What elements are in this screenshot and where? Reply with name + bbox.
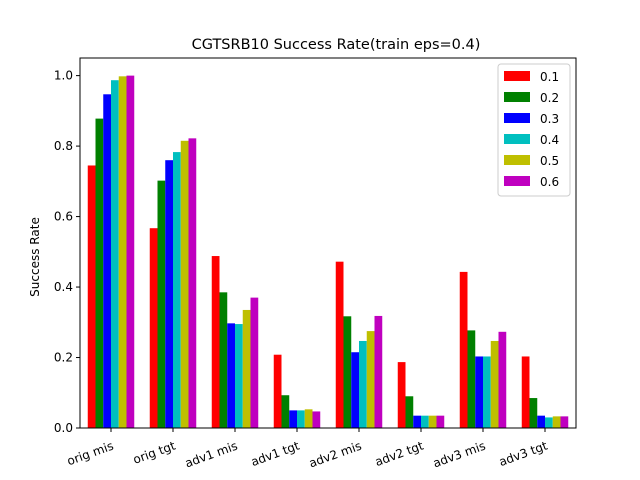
bar-0.4-adv3-tgt: [545, 417, 553, 428]
bar-0.4-orig-tgt: [173, 152, 181, 429]
bar-0.6-adv3-tgt: [560, 416, 569, 428]
plot-frame: [79, 57, 577, 429]
bar-0.5-adv2-tgt: [428, 415, 437, 428]
bar-0.1-adv2-tgt: [397, 362, 406, 428]
bar-0.5-orig-tgt: [180, 140, 189, 429]
bar-0.6-adv1-mis: [250, 297, 259, 428]
legend-swatch-0.4: [504, 134, 530, 144]
bar-0.3-orig-mis: [103, 94, 111, 429]
bar-0.6-adv2-mis: [374, 315, 383, 428]
bar-0.2-adv3-mis: [467, 330, 476, 428]
legend-label-0.3: 0.3: [540, 112, 559, 126]
bar-0.2-adv2-tgt: [405, 396, 414, 428]
bar-0.1-adv1-mis: [211, 256, 220, 428]
bar-0.4-adv2-tgt: [421, 415, 429, 428]
bar-0.5-adv3-tgt: [552, 416, 561, 428]
bar-0.5-adv1-mis: [242, 309, 251, 428]
bar-0.1-adv3-mis: [459, 271, 468, 428]
legend: 0.1 0.2 0.3 0.4 0.5 0.6: [497, 63, 571, 197]
bar-0.1-adv3-tgt: [521, 356, 530, 428]
bar-0.3-adv3-tgt: [537, 415, 545, 428]
bar-0.1-adv2-mis: [335, 261, 344, 428]
legend-swatch-0.2: [504, 92, 530, 102]
bar-0.3-adv3-mis: [475, 356, 483, 428]
bar-0.4-orig-mis: [111, 80, 119, 428]
legend-label-0.1: 0.1: [540, 70, 559, 84]
bar-0.3-orig-tgt: [165, 160, 173, 428]
y-tick-label: 0.0: [54, 421, 73, 435]
chart-title: CGTSRB10 Success Rate(train eps=0.4): [192, 37, 481, 53]
legend-swatch-0.5: [504, 155, 530, 165]
bar-0.6-orig-tgt: [188, 138, 197, 429]
bar-0.6-orig-mis: [126, 75, 135, 428]
y-tick-label: 0.6: [54, 210, 73, 224]
bar-0.5-adv3-mis: [490, 340, 499, 428]
bar-0.2-adv1-mis: [219, 292, 228, 428]
y-tick-label: 1.0: [54, 69, 73, 83]
bar-0.4-adv1-tgt: [297, 410, 305, 428]
bar-0.5-adv2-mis: [366, 331, 375, 428]
legend-label-0.6: 0.6: [540, 175, 559, 189]
bar-0.4-adv2-mis: [359, 340, 367, 428]
bar-0.3-adv1-mis: [227, 323, 235, 428]
bar-0.2-orig-mis: [95, 118, 104, 428]
y-axis-label: Success Rate: [28, 217, 42, 297]
bar-0.2-orig-tgt: [157, 180, 166, 428]
bar-0.1-adv1-tgt: [273, 354, 282, 428]
legend-swatch-0.3: [504, 113, 530, 123]
bar-0.1-orig-mis: [87, 165, 96, 428]
y-tick-label: 0.2: [54, 351, 73, 365]
legend-swatch-0.6: [504, 176, 530, 186]
bar-0.5-orig-mis: [118, 76, 127, 429]
legend-label-0.2: 0.2: [540, 91, 559, 105]
bar-0.6-adv3-mis: [498, 331, 507, 428]
y-tick-label: 0.8: [54, 139, 73, 153]
legend-label-0.4: 0.4: [540, 133, 559, 147]
bar-0.3-adv1-tgt: [289, 410, 297, 428]
y-tick-label: 0.4: [54, 280, 73, 294]
bar-0.2-adv2-mis: [343, 316, 352, 428]
bar-0.1-orig-tgt: [149, 228, 158, 428]
bar-0.2-adv3-tgt: [529, 398, 538, 428]
bar-0.4-adv3-mis: [483, 356, 491, 428]
bar-0.2-adv1-tgt: [281, 395, 290, 428]
bars-group: [87, 75, 569, 429]
bar-0.6-adv1-tgt: [312, 411, 321, 428]
legend-swatch-0.1: [504, 71, 530, 81]
bar-0.3-adv2-tgt: [413, 415, 421, 428]
bar-0.5-adv1-tgt: [304, 409, 313, 428]
legend-label-0.5: 0.5: [540, 154, 559, 168]
bar-0.6-adv2-tgt: [436, 415, 445, 428]
bar-0.3-adv2-mis: [351, 352, 359, 428]
bar-0.4-adv1-mis: [235, 324, 243, 428]
